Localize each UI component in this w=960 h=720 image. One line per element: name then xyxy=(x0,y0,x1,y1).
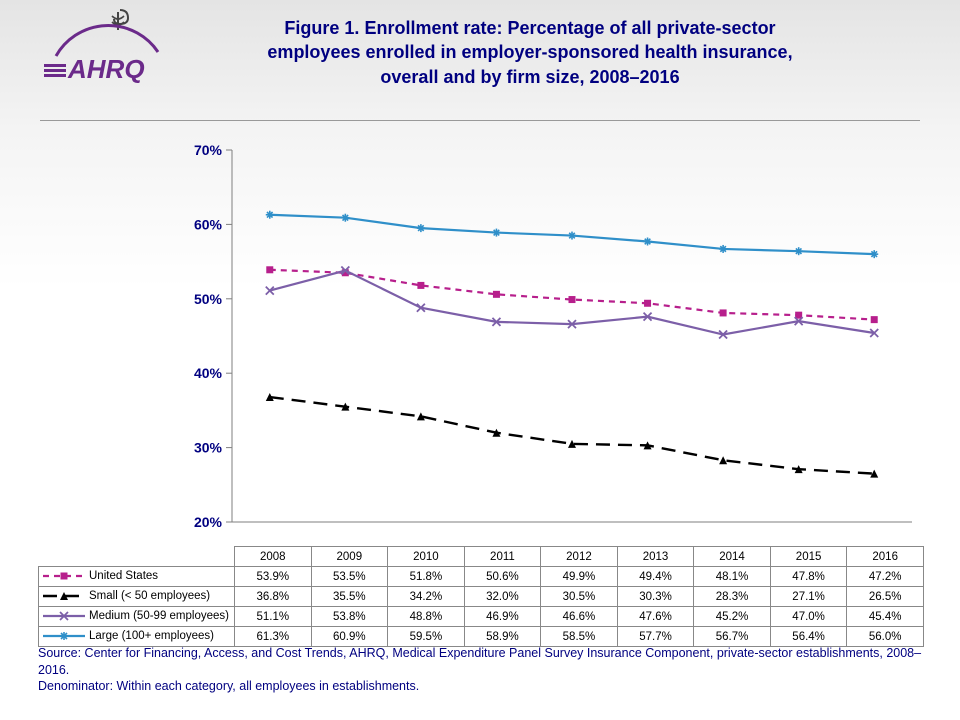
data-cell: 30.5% xyxy=(541,587,618,607)
ahrq-logo: AHRQ xyxy=(40,8,170,93)
data-cell: 53.9% xyxy=(235,567,312,587)
title-line-2: employees enrolled in employer-sponsored… xyxy=(200,40,860,64)
data-cell: 50.6% xyxy=(464,567,541,587)
svg-text:50%: 50% xyxy=(194,291,223,307)
data-cell: 51.1% xyxy=(235,607,312,627)
table-row: Medium (50-99 employees)51.1%53.8%48.8%4… xyxy=(39,607,924,627)
data-cell: 51.8% xyxy=(388,567,465,587)
enrollment-line-chart: 20% 30% 40% 50% 60% 70% xyxy=(182,140,922,540)
data-cell: 53.5% xyxy=(311,567,388,587)
data-cell: 26.5% xyxy=(847,587,924,607)
data-cell: 30.3% xyxy=(617,587,694,607)
data-cell: 60.9% xyxy=(311,627,388,647)
title-line-1: Figure 1. Enrollment rate: Percentage of… xyxy=(200,16,860,40)
data-cell: 56.4% xyxy=(770,627,847,647)
year-header: 2016 xyxy=(847,547,924,567)
horizontal-rule xyxy=(40,120,920,121)
data-cell: 58.5% xyxy=(541,627,618,647)
svg-text:30%: 30% xyxy=(194,440,223,456)
year-header: 2012 xyxy=(541,547,618,567)
legend-header-blank xyxy=(39,547,235,567)
data-cell: 46.6% xyxy=(541,607,618,627)
svg-text:60%: 60% xyxy=(194,216,223,232)
data-cell: 45.4% xyxy=(847,607,924,627)
footnote-line-2: Denominator: Within each category, all e… xyxy=(38,678,922,694)
data-cell: 36.8% xyxy=(235,587,312,607)
year-header: 2011 xyxy=(464,547,541,567)
table-row: United States 53.9%53.5%51.8%50.6%49.9%49… xyxy=(39,567,924,587)
data-cell: 56.7% xyxy=(694,627,771,647)
data-cell: 28.3% xyxy=(694,587,771,607)
source-footnote: Source: Center for Financing, Access, an… xyxy=(38,645,922,694)
data-cell: 48.8% xyxy=(388,607,465,627)
data-cell: 49.9% xyxy=(541,567,618,587)
year-header: 2008 xyxy=(235,547,312,567)
data-cell: 34.2% xyxy=(388,587,465,607)
data-cell: 47.6% xyxy=(617,607,694,627)
svg-text:40%: 40% xyxy=(194,365,223,381)
data-cell: 32.0% xyxy=(464,587,541,607)
year-header: 2013 xyxy=(617,547,694,567)
data-cell: 58.9% xyxy=(464,627,541,647)
data-cell: 53.8% xyxy=(311,607,388,627)
data-cell: 49.4% xyxy=(617,567,694,587)
svg-text:70%: 70% xyxy=(194,142,223,158)
series-name: Small (< 50 employees) xyxy=(89,591,210,603)
legend-swatch-icon xyxy=(43,630,85,642)
svg-text:20%: 20% xyxy=(194,514,223,530)
legend-swatch-icon xyxy=(43,610,85,622)
legend-swatch-icon xyxy=(43,570,85,582)
legend-cell: Large (100+ employees) xyxy=(39,627,235,647)
footnote-line-1: Source: Center for Financing, Access, an… xyxy=(38,645,922,678)
logo-text: AHRQ xyxy=(67,54,145,84)
title-line-3: overall and by firm size, 2008–2016 xyxy=(200,65,860,89)
year-header: 2009 xyxy=(311,547,388,567)
legend-cell: United States xyxy=(39,567,235,587)
figure-title: Figure 1. Enrollment rate: Percentage of… xyxy=(200,16,860,89)
data-cell: 27.1% xyxy=(770,587,847,607)
data-cell: 59.5% xyxy=(388,627,465,647)
legend-cell: Medium (50-99 employees) xyxy=(39,607,235,627)
data-table: 200820092010201120122013201420152016Unit… xyxy=(38,546,924,647)
year-header: 2015 xyxy=(770,547,847,567)
data-cell: 48.1% xyxy=(694,567,771,587)
data-cell: 57.7% xyxy=(617,627,694,647)
data-cell: 61.3% xyxy=(235,627,312,647)
data-cell: 47.2% xyxy=(847,567,924,587)
series-name: Medium (50-99 employees) xyxy=(89,611,229,623)
data-cell: 46.9% xyxy=(464,607,541,627)
legend-swatch-icon xyxy=(43,590,85,602)
data-cell: 35.5% xyxy=(311,587,388,607)
table-header-row: 200820092010201120122013201420152016 xyxy=(39,547,924,567)
legend-cell: Small (< 50 employees) xyxy=(39,587,235,607)
year-header: 2014 xyxy=(694,547,771,567)
data-cell: 45.2% xyxy=(694,607,771,627)
table-row: Small (< 50 employees) 36.8%35.5%34.2%32.… xyxy=(39,587,924,607)
chart-svg: 20% 30% 40% 50% 60% 70% xyxy=(182,140,922,540)
data-cell: 47.8% xyxy=(770,567,847,587)
series-name: Large (100+ employees) xyxy=(89,631,214,643)
table-row: Large (100+ employees)61.3%60.9%59.5%58.… xyxy=(39,627,924,647)
data-cell: 47.0% xyxy=(770,607,847,627)
year-header: 2010 xyxy=(388,547,465,567)
data-cell: 56.0% xyxy=(847,627,924,647)
series-name: United States xyxy=(89,571,158,583)
